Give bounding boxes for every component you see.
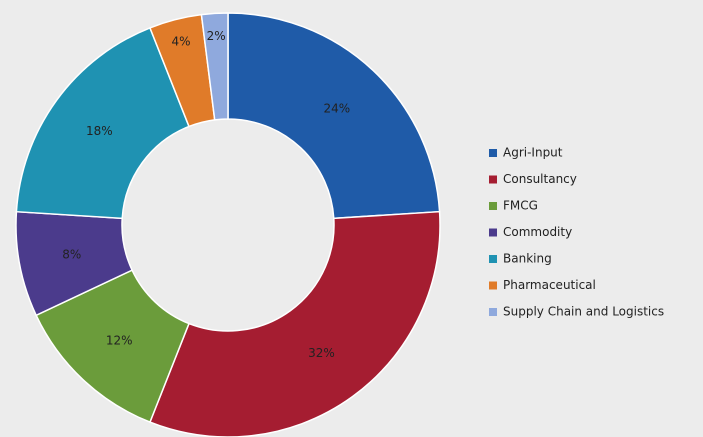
data-label: 12% (106, 333, 133, 347)
legend-label: Banking (503, 252, 552, 266)
slice (227, 12, 441, 220)
legend-label: Commodity (503, 225, 572, 239)
legend-swatch (489, 255, 497, 263)
legend-label: FMCG (503, 199, 538, 213)
legend-swatch (489, 308, 497, 316)
data-label: 2% (207, 29, 226, 43)
legend-swatch (489, 175, 497, 184)
data-label: 18% (86, 124, 113, 138)
legend: Agri-Input Consultancy FMCG Commodity Bankin… (489, 146, 664, 319)
data-label: 4% (171, 34, 190, 48)
legend-swatch (489, 228, 497, 237)
data-label: 32% (308, 346, 335, 360)
slice (148, 210, 441, 437)
data-label: 8% (62, 247, 81, 261)
slice (200, 12, 229, 121)
legend-label: Consultancy (503, 172, 577, 186)
legend-label: Agri-Input (503, 146, 563, 160)
legend-label: Supply Chain and Logistics (503, 305, 664, 319)
legend-swatch (489, 149, 497, 157)
slice (15, 26, 190, 220)
donut: 24% 32% 12% 8% 18% 4% 2% (15, 12, 441, 437)
legend-swatch (489, 281, 497, 290)
data-label: 24% (324, 102, 351, 116)
legend-swatch (489, 202, 497, 210)
legend-label: Pharmaceutical (503, 278, 596, 292)
